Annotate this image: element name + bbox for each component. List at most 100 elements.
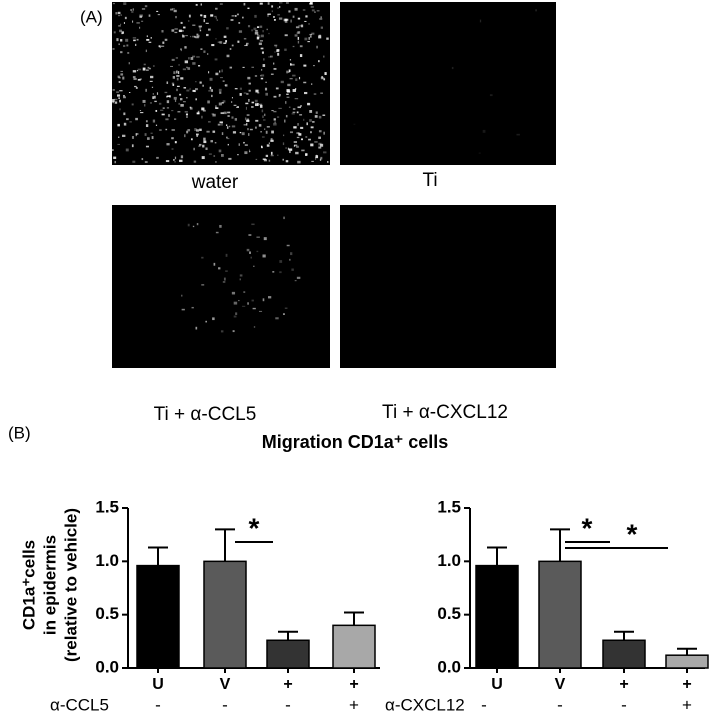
speckle: [117, 123, 120, 127]
speckle: [242, 16, 244, 19]
speckle: [478, 152, 481, 154]
speckle: [300, 24, 304, 28]
speckle: [210, 140, 214, 143]
speckle: [121, 32, 124, 35]
speckle: [156, 92, 159, 95]
speckle: [143, 63, 146, 66]
panel-label: (A): [80, 7, 103, 26]
speckle: [256, 36, 260, 40]
speckle: [489, 94, 493, 97]
speckle: [252, 307, 256, 310]
speckle: [132, 70, 137, 73]
speckle: [279, 94, 281, 96]
speckle: [516, 133, 520, 136]
speckle: [199, 128, 202, 131]
speckle: [297, 123, 300, 126]
speckle: [228, 125, 231, 128]
x-tick-label: U: [152, 676, 164, 693]
speckle: [299, 114, 303, 116]
speckle: [208, 71, 210, 74]
speckle: [308, 37, 310, 40]
speckle: [298, 24, 302, 27]
significance-label: *: [249, 512, 260, 543]
speckle: [260, 105, 263, 108]
speckle: [292, 111, 296, 113]
speckle: [208, 121, 211, 123]
speckle: [320, 143, 324, 147]
speckle: [290, 63, 292, 66]
speckle: [257, 34, 261, 38]
speckle: [231, 116, 234, 119]
speckle: [219, 41, 223, 44]
speckle: [273, 19, 276, 21]
speckle: [226, 137, 230, 140]
speckle: [211, 113, 214, 115]
speckle: [192, 225, 195, 228]
speckle: [219, 121, 223, 124]
speckle: [263, 119, 266, 121]
speckle: [211, 94, 213, 98]
speckle: [261, 136, 265, 138]
speckle: [114, 98, 118, 101]
speckle: [173, 159, 175, 161]
speckle: [267, 13, 271, 15]
speckle: [215, 105, 217, 109]
speckle: [283, 216, 285, 220]
speckle: [220, 123, 223, 126]
speckle: [245, 44, 248, 46]
speckle: [223, 277, 226, 281]
speckle: [119, 108, 121, 111]
speckle: [246, 119, 250, 122]
speckle: [196, 135, 198, 137]
speckle: [151, 136, 154, 140]
speckle: [319, 18, 323, 20]
speckle: [306, 122, 308, 126]
speckle: [167, 114, 171, 117]
speckle: [178, 102, 180, 105]
speckle: [239, 93, 242, 96]
speckle: [232, 330, 235, 333]
y-axis-label-line: (relative to vehicle): [61, 508, 80, 662]
speckle: [262, 254, 266, 258]
speckle: [188, 57, 190, 60]
speckle: [150, 75, 154, 79]
speckle: [139, 26, 141, 29]
speckle: [308, 138, 311, 141]
speckle: [171, 137, 174, 139]
speckle: [238, 299, 240, 302]
speckle: [244, 144, 248, 146]
speckle: [118, 77, 121, 79]
speckle: [155, 109, 158, 112]
speckle: [222, 80, 225, 82]
speckle: [263, 58, 265, 61]
speckle: [214, 142, 217, 144]
speckle: [117, 94, 121, 97]
speckle: [139, 15, 143, 18]
speckle: [246, 42, 249, 45]
speckle: [299, 45, 303, 48]
speckle: [118, 97, 120, 99]
speckle: [226, 27, 229, 30]
speckle: [222, 281, 226, 283]
speckle: [297, 36, 300, 40]
speckle: [181, 29, 184, 32]
speckle: [304, 20, 307, 22]
speckle: [171, 58, 175, 61]
speckle: [221, 132, 224, 136]
speckle: [184, 111, 188, 113]
speckle: [298, 76, 301, 80]
speckle: [257, 34, 259, 36]
speckle: [120, 70, 123, 72]
speckle: [288, 10, 291, 13]
speckle: [175, 15, 177, 19]
speckle: [271, 5, 274, 8]
speckle: [353, 123, 356, 126]
speckle: [267, 2, 270, 5]
speckle: [188, 14, 191, 18]
speckle: [260, 131, 262, 133]
speckle: [282, 142, 285, 146]
speckle: [150, 132, 153, 134]
speckle: [279, 5, 281, 8]
speckle: [190, 138, 193, 141]
speckle: [273, 95, 277, 98]
